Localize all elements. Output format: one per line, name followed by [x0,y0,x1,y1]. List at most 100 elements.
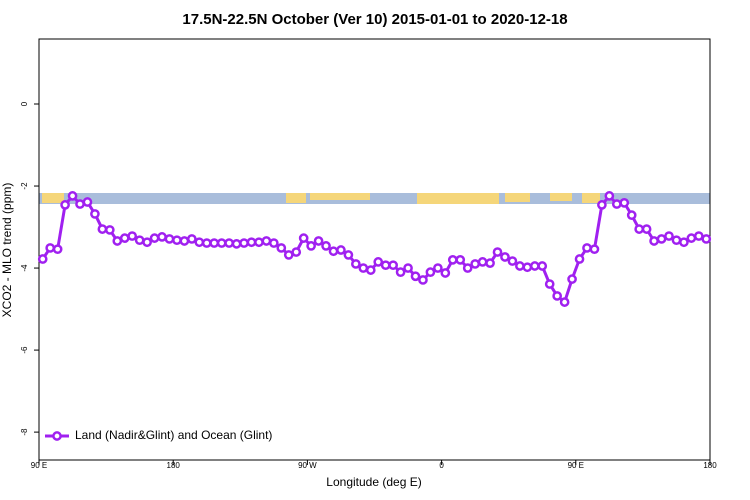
point [664,231,674,241]
point [261,236,272,246]
point [440,268,451,278]
point [216,238,227,248]
point [693,231,704,241]
legend-marker [52,431,62,441]
point [552,291,563,301]
point [619,197,630,208]
map-strip [39,193,710,204]
point [701,234,712,244]
x-axis-label: Longitude (deg E) [326,475,421,489]
point [611,199,622,209]
y-tick-label: 0 [20,101,29,106]
point [246,237,257,248]
point [291,247,302,257]
point [112,236,123,246]
point [403,263,413,273]
point [321,241,331,251]
point [186,234,197,244]
x-tick-label: 0 [439,461,444,470]
point [119,233,130,243]
point [418,275,428,285]
point [559,297,570,307]
point [485,258,495,268]
y-tick-label: -2 [20,182,29,190]
point [328,246,339,257]
point [462,263,473,273]
point [60,200,70,210]
point [507,256,518,266]
point [656,234,667,244]
x-tick-label: 90 W [298,461,317,470]
point [395,267,406,278]
point [157,232,167,242]
point [455,255,466,265]
point [306,241,316,251]
point [410,271,421,282]
point [343,250,354,260]
point [373,257,384,267]
point [269,238,279,248]
point [567,274,577,284]
x-tick-label: 90 E [568,461,584,470]
point [500,252,510,262]
point [283,250,294,260]
y-axis-label: XCO2 - MLO trend (ppm) [0,183,14,318]
point [224,238,234,248]
plot-frame [38,38,711,461]
point [537,261,548,271]
point [164,234,175,244]
chart-title: 17.5N-22.5N October (Ver 10) 2015-01-01 … [182,11,567,28]
point [149,233,160,243]
point [425,267,436,278]
point [597,200,607,210]
y-tick-label: -4 [20,264,29,272]
point [127,231,138,241]
point [254,237,264,248]
point [589,244,600,255]
series-line [41,193,707,305]
point [231,239,242,249]
point [239,238,249,248]
point [52,244,63,255]
point [529,261,540,271]
point [470,259,480,269]
point [336,245,346,255]
point [641,224,652,234]
point [626,210,637,221]
point [351,259,361,269]
legend-label: Land (Nadir&Glint) and Ocean (Glint) [75,428,272,442]
point [90,209,100,219]
point [477,257,488,267]
point [582,243,592,253]
point [37,254,48,264]
point [313,236,324,246]
point [201,238,212,248]
point [492,247,503,257]
point [45,243,56,253]
point [179,236,190,246]
point [544,279,555,289]
point [172,235,182,246]
point [515,261,525,271]
point [142,237,152,248]
point [365,265,376,275]
point [388,260,398,271]
point [298,233,309,243]
x-tick-label: 180 [703,461,717,470]
point [134,235,145,246]
y-tick-label: -6 [20,346,29,354]
point [82,197,93,207]
point [686,233,697,243]
point [604,191,615,201]
point [67,191,78,201]
point [194,237,205,248]
point [679,237,689,248]
x-tick-label: 180 [167,461,181,470]
point [104,225,115,235]
point [358,263,369,273]
point [433,263,443,273]
point [209,238,220,248]
x-tick-label: 90 E [31,461,47,470]
point [649,236,659,246]
